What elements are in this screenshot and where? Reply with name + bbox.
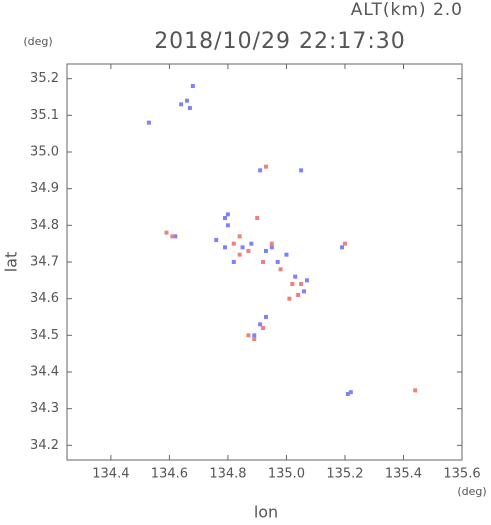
y-tick-label: 35.2 (30, 71, 59, 86)
data-point (348, 390, 353, 395)
data-point (237, 234, 242, 239)
data-point (240, 245, 245, 250)
y-unit: (deg) (23, 35, 52, 48)
data-point (296, 293, 301, 297)
data-point (258, 322, 263, 327)
data-point (164, 230, 169, 235)
y-tick-label: 34.8 (30, 218, 59, 233)
data-point (225, 212, 230, 217)
data-point (170, 234, 175, 239)
y-tick-label: 34.5 (30, 328, 59, 343)
data-point (269, 245, 274, 250)
data-point (269, 241, 274, 246)
data-point (299, 282, 304, 286)
data-point (413, 388, 418, 393)
y-axis-label: lat (2, 252, 21, 273)
x-tick-label: 135.4 (385, 467, 422, 482)
data-point (287, 296, 292, 301)
data-point (263, 164, 268, 169)
data-point (246, 249, 251, 253)
data-point (237, 252, 242, 257)
data-point (304, 278, 309, 283)
y-tick-label: 34.9 (30, 181, 59, 196)
data-point (252, 337, 257, 341)
x-tick-label: 134.8 (209, 467, 246, 482)
data-point (299, 168, 304, 173)
data-point (190, 84, 195, 88)
data-point (263, 249, 268, 253)
data-point (261, 326, 266, 330)
chart-title: 2018/10/29 22:17:30 (154, 29, 406, 54)
x-tick-label: 135.2 (326, 467, 363, 482)
data-point (345, 392, 350, 396)
data-point (261, 260, 266, 264)
data-point (290, 282, 295, 286)
data-point (284, 252, 289, 257)
data-point (246, 333, 251, 338)
data-point (252, 333, 257, 338)
data-point (275, 260, 280, 264)
data-point (225, 223, 230, 228)
data-point (255, 216, 260, 220)
altitude-label: ALT(km) 2.0 (351, 0, 463, 20)
data-point (223, 245, 227, 250)
data-point (342, 241, 347, 246)
data-point (187, 106, 192, 110)
data-point (263, 315, 268, 319)
data-point (231, 241, 236, 246)
y-tick-label: 34.4 (30, 365, 59, 380)
data-point (184, 98, 189, 103)
x-axis-label: lon (254, 503, 278, 522)
data-point (249, 241, 254, 246)
y-tick-label: 34.7 (30, 255, 59, 270)
data-point (214, 238, 219, 242)
y-tick-label: 34.2 (30, 438, 59, 453)
x-unit: (deg) (457, 485, 486, 498)
data-point (258, 168, 263, 173)
data-point (231, 260, 236, 264)
data-point (278, 267, 283, 272)
y-tick-label: 35.0 (30, 145, 59, 160)
x-tick-label: 135.0 (268, 467, 305, 482)
x-tick-label: 134.6 (151, 467, 188, 482)
data-point (146, 120, 151, 125)
data-point (179, 102, 184, 107)
y-tick-label: 35.1 (30, 108, 59, 123)
y-tick-label: 34.3 (30, 401, 59, 416)
data-point (173, 234, 178, 239)
x-tick-label: 134.4 (92, 467, 129, 482)
data-point (302, 289, 306, 294)
y-tick-label: 34.6 (30, 291, 59, 306)
data-point (293, 274, 298, 279)
x-tick-label: 135.6 (443, 467, 480, 482)
data-point (340, 245, 345, 250)
data-point (223, 216, 227, 220)
